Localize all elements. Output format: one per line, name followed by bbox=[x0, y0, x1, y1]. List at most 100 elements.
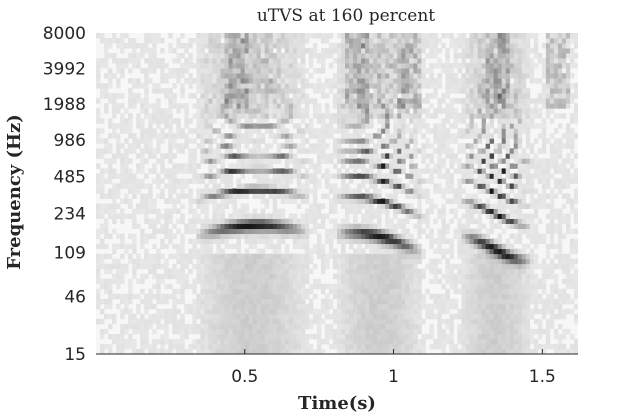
heatmap-cell bbox=[365, 238, 370, 245]
heatmap-cell bbox=[292, 163, 298, 169]
heatmap-cell bbox=[324, 228, 330, 235]
heatmap-cell bbox=[128, 318, 133, 325]
heatmap-cell bbox=[252, 258, 258, 265]
heatmap-cell bbox=[445, 238, 450, 245]
heatmap-cell bbox=[224, 343, 229, 350]
heatmap-cell bbox=[224, 233, 229, 240]
heatmap-cell bbox=[284, 38, 290, 44]
heatmap-cell bbox=[349, 278, 354, 285]
heatmap-cell bbox=[280, 278, 286, 285]
heatmap-cell bbox=[481, 53, 487, 59]
heatmap-cell bbox=[425, 38, 430, 44]
heatmap-cell bbox=[421, 118, 426, 124]
heatmap-cell bbox=[120, 38, 125, 44]
heatmap-cell bbox=[341, 258, 346, 265]
heatmap-cell bbox=[332, 173, 338, 179]
heatmap-cell bbox=[268, 78, 274, 84]
heatmap-cell bbox=[236, 43, 241, 49]
heatmap-cell bbox=[236, 143, 241, 149]
heatmap-cell bbox=[389, 263, 394, 270]
heatmap-cell bbox=[389, 78, 394, 84]
heatmap-cell bbox=[473, 318, 478, 325]
heatmap-cell bbox=[300, 338, 306, 345]
heatmap-cell bbox=[328, 43, 334, 49]
heatmap-cell bbox=[457, 308, 462, 315]
heatmap-cell bbox=[345, 318, 350, 325]
heatmap-cell bbox=[441, 298, 446, 305]
heatmap-cell bbox=[132, 133, 137, 139]
heatmap-cell bbox=[300, 228, 306, 235]
heatmap-cell bbox=[284, 118, 290, 124]
heatmap-cell bbox=[124, 248, 129, 255]
heatmap-cell bbox=[397, 123, 402, 129]
heatmap-cell bbox=[381, 203, 386, 209]
heatmap-cell bbox=[469, 293, 474, 300]
heatmap-cell bbox=[357, 43, 362, 49]
heatmap-cell bbox=[341, 43, 346, 49]
heatmap-cell bbox=[409, 133, 414, 139]
heatmap-cell bbox=[365, 178, 370, 184]
heatmap-cell bbox=[280, 63, 286, 69]
heatmap-cell bbox=[337, 173, 342, 179]
heatmap-cell bbox=[252, 193, 258, 199]
heatmap-cell bbox=[248, 288, 254, 295]
heatmap-cell bbox=[272, 78, 278, 84]
heatmap-cell bbox=[469, 33, 474, 39]
heatmap-cell bbox=[284, 113, 290, 119]
heatmap-cell bbox=[405, 313, 410, 320]
heatmap-cell bbox=[381, 153, 386, 159]
heatmap-cell bbox=[208, 313, 213, 320]
heatmap-cell bbox=[188, 228, 193, 235]
heatmap-cell bbox=[204, 258, 209, 265]
heatmap-cell bbox=[288, 118, 294, 124]
heatmap-cell bbox=[276, 223, 282, 230]
heatmap-cell bbox=[180, 183, 185, 189]
heatmap-cell bbox=[437, 278, 442, 285]
heatmap-cell bbox=[481, 238, 487, 245]
heatmap-cell bbox=[377, 283, 382, 290]
heatmap-cell bbox=[256, 148, 262, 154]
heatmap-cell bbox=[365, 218, 370, 224]
heatmap-cell bbox=[188, 268, 193, 275]
heatmap-cell bbox=[280, 258, 286, 265]
heatmap-cell bbox=[256, 283, 262, 290]
heatmap-cell bbox=[393, 68, 398, 74]
heatmap-cell bbox=[324, 193, 330, 199]
heatmap-cell bbox=[272, 333, 278, 340]
heatmap-cell bbox=[485, 153, 491, 159]
heatmap-cell bbox=[473, 243, 478, 250]
heatmap-cell bbox=[473, 303, 478, 310]
heatmap-cell bbox=[124, 153, 129, 159]
heatmap-cell bbox=[268, 73, 274, 79]
heatmap-cell bbox=[184, 328, 189, 335]
heatmap-cell bbox=[353, 63, 358, 69]
heatmap-cell bbox=[200, 243, 205, 250]
heatmap-cell bbox=[224, 78, 229, 84]
heatmap-cell bbox=[304, 188, 310, 194]
heatmap-cell bbox=[373, 318, 378, 325]
heatmap-cell bbox=[228, 288, 233, 295]
heatmap-cell bbox=[176, 103, 181, 109]
heatmap-cell bbox=[264, 188, 270, 194]
heatmap-cell bbox=[389, 173, 394, 179]
heatmap-cell bbox=[108, 93, 113, 99]
heatmap-cell bbox=[108, 73, 113, 79]
heatmap-cell bbox=[120, 68, 125, 74]
heatmap-cell bbox=[168, 158, 173, 164]
heatmap-cell bbox=[152, 63, 157, 69]
heatmap-cell bbox=[140, 168, 145, 174]
heatmap-cell bbox=[136, 43, 141, 49]
heatmap-cell bbox=[441, 68, 446, 74]
heatmap-cell bbox=[349, 323, 354, 330]
heatmap-cell bbox=[116, 303, 121, 310]
heatmap-cell bbox=[140, 258, 145, 265]
heatmap-cell bbox=[485, 88, 491, 94]
heatmap-cell bbox=[365, 348, 370, 354]
heatmap-cell bbox=[493, 263, 499, 270]
heatmap-cell bbox=[357, 128, 362, 134]
heatmap-cell bbox=[341, 148, 346, 154]
heatmap-cell bbox=[304, 348, 310, 354]
heatmap-cell bbox=[417, 48, 422, 54]
heatmap-cell bbox=[493, 268, 499, 275]
heatmap-cell bbox=[473, 103, 478, 109]
